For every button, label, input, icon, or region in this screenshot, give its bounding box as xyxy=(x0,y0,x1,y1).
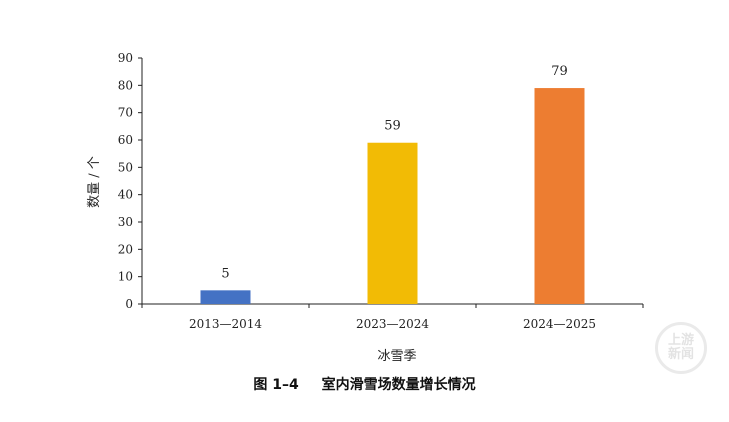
watermark-logo: 上游 新闻 xyxy=(655,322,707,374)
y-tick-label: 50 xyxy=(118,160,133,174)
data-label: 79 xyxy=(551,64,568,79)
chart-labels: 5 2013—2014 59 2023—2024 79 2024—2025 xyxy=(189,64,596,331)
x-tick-label: 2013—2014 xyxy=(189,317,262,331)
y-tick-label: 90 xyxy=(118,51,133,65)
x-tick-label: 2023—2024 xyxy=(356,317,429,331)
y-tick-label: 20 xyxy=(118,242,133,256)
watermark-line1: 上游 xyxy=(667,333,694,348)
y-tick-label: 70 xyxy=(118,106,133,120)
chart-ticks: 0 10 20 30 40 50 60 70 80 90 xyxy=(118,51,644,311)
chart-bars xyxy=(200,88,585,304)
x-axis-label: 冰雪季 xyxy=(377,349,416,364)
data-label: 59 xyxy=(384,119,401,134)
bar xyxy=(534,88,585,304)
y-tick-label: 10 xyxy=(118,270,133,284)
y-tick-label: 60 xyxy=(118,133,133,147)
figure-number: 图 1–4 xyxy=(253,377,299,393)
y-tick-label: 30 xyxy=(118,215,133,229)
y-axis-label: 数量 / 个 xyxy=(87,156,102,208)
y-tick-label: 0 xyxy=(125,297,133,311)
y-tick-label: 80 xyxy=(118,78,133,92)
data-label: 5 xyxy=(221,266,229,281)
x-tick-label: 2024—2025 xyxy=(523,317,596,331)
figure-caption: 图 1–4 室内滑雪场数量增长情况 xyxy=(0,374,729,394)
figure-title: 室内滑雪场数量增长情况 xyxy=(321,377,476,393)
bar xyxy=(200,290,251,304)
watermark-line2: 新闻 xyxy=(667,347,694,362)
bar xyxy=(367,142,418,304)
y-tick-label: 40 xyxy=(118,188,133,202)
